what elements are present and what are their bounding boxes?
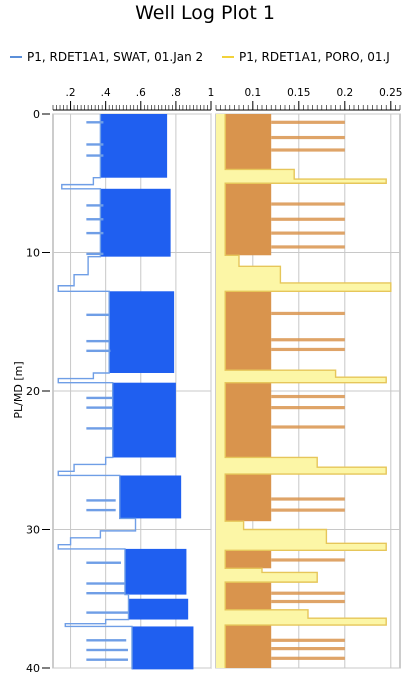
poro-spike	[271, 558, 345, 562]
poro-block	[225, 183, 272, 256]
swat-spike	[86, 143, 104, 146]
swat-spike	[86, 339, 109, 343]
depth-axis: 0 10 20 30 40	[26, 108, 50, 675]
swat-block	[100, 114, 168, 178]
y-tick-label: 30	[26, 524, 40, 537]
x-tick-label: .2	[66, 87, 76, 99]
poro-spike	[271, 347, 345, 352]
y-tick-label: 0	[33, 108, 40, 121]
legend-label-poro: P1, RDET1A1, PORO, 01.J	[239, 50, 390, 64]
legend-item-swat[interactable]: P1, RDET1A1, SWAT, 01.Jan 2	[10, 50, 203, 64]
swat-block	[128, 598, 189, 620]
swat-spike	[86, 218, 104, 221]
swat-block	[132, 626, 194, 670]
poro-spike	[271, 406, 345, 410]
poro-spike	[271, 311, 345, 316]
swat-spike	[86, 592, 125, 595]
poro-spike	[271, 245, 345, 249]
swat-block	[100, 188, 171, 257]
swat-spike	[86, 252, 104, 256]
poro-spike	[271, 497, 345, 501]
swat-spike	[86, 561, 121, 564]
legend-item-poro[interactable]: P1, RDET1A1, PORO, 01.J	[222, 50, 390, 64]
swat-spike	[86, 121, 104, 124]
legend: P1, RDET1A1, SWAT, 01.Jan 2 P1, RDET1A1,…	[10, 50, 410, 70]
x-tick-label: 0.25	[379, 87, 402, 99]
swat-spike	[86, 499, 116, 502]
poro-spike	[271, 599, 345, 604]
x-tick-label: 0.15	[287, 87, 310, 99]
y-tick-label: 40	[26, 662, 40, 675]
x-tick-label: 0.2	[336, 87, 353, 99]
poro-spike	[271, 217, 345, 221]
poro-spike	[271, 591, 345, 595]
swat-spike	[86, 154, 104, 157]
x-tick-label: 0.1	[244, 87, 261, 99]
poro-spike	[271, 338, 345, 342]
poro-block	[225, 382, 272, 458]
y-tick-label: 20	[26, 385, 40, 398]
swat-curve	[57, 114, 137, 670]
poro-block	[225, 625, 272, 668]
poro-spike	[271, 425, 345, 429]
poro-spike	[271, 148, 345, 152]
swat-spike	[86, 313, 109, 317]
poro-curve	[224, 114, 392, 668]
poro-block	[225, 291, 272, 371]
swat-block	[124, 548, 187, 595]
poro-spike	[271, 231, 345, 235]
x-tick-label: .6	[136, 87, 146, 99]
swat-spike	[86, 396, 113, 400]
swat-spike	[86, 349, 111, 353]
swat-block	[109, 291, 175, 373]
poro-spike	[271, 120, 345, 124]
swat-block	[119, 475, 182, 519]
legend-swatch-poro	[222, 56, 234, 58]
poro-spike	[271, 202, 345, 206]
poro-spike	[271, 135, 345, 140]
swat-spike	[86, 204, 104, 207]
poro-block	[225, 582, 272, 610]
x-tick-label: 1	[208, 87, 215, 99]
swat-spike	[86, 406, 113, 409]
swat-spike	[86, 582, 125, 585]
swat-spike	[86, 231, 104, 235]
y-axis-label: PL/MD [m]	[12, 361, 25, 418]
poro-block	[225, 114, 272, 170]
legend-label-swat: P1, RDET1A1, SWAT, 01.Jan 2	[27, 50, 204, 64]
x-tick-label: .4	[101, 87, 111, 99]
poro-track: 0.1 0.15 0.2 0.25	[215, 87, 402, 669]
x-tick-label: .8	[171, 87, 181, 99]
legend-swatch-swat	[10, 56, 22, 58]
poro-spike	[271, 638, 345, 642]
swat-spike	[86, 427, 113, 430]
swat-spike	[86, 658, 128, 661]
swat-spike	[86, 648, 128, 652]
poro-spike	[271, 647, 345, 651]
poro-spike	[271, 508, 345, 512]
y-tick-label: 10	[26, 247, 40, 260]
poro-spike	[271, 394, 345, 399]
swat-spike	[86, 508, 116, 512]
swat-spike	[86, 639, 127, 642]
swat-block	[112, 382, 176, 458]
chart-title: Well Log Plot 1	[135, 2, 275, 24]
poro-block	[225, 474, 272, 522]
swat-spike	[86, 611, 128, 614]
swat-track: .2 .4 .6 .8 1	[52, 87, 215, 670]
poro-block	[225, 550, 272, 569]
poro-spike	[271, 656, 345, 660]
